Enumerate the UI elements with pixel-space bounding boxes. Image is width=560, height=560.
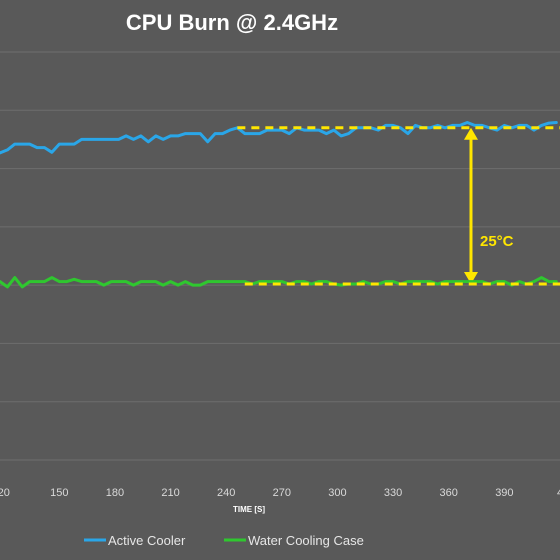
x-tick-label: 360 (440, 487, 458, 499)
x-tick-label: 20 (0, 487, 10, 499)
legend-label-active-cooler: Active Cooler (108, 533, 186, 548)
x-tick-label: 210 (161, 487, 179, 499)
gridlines (0, 51, 560, 461)
x-tick-label: 330 (384, 487, 402, 499)
x-tick-label: 300 (328, 487, 346, 499)
series-lines (0, 121, 560, 289)
x-axis-ticks: 20 150 180 210 240 270 300 330 360 390 4 (0, 487, 560, 499)
x-tick-label: 390 (495, 487, 513, 499)
series-line-water-cooling-case (0, 276, 558, 289)
arrow-head-up (463, 127, 478, 140)
x-tick-label: 150 (50, 487, 68, 499)
legend: Active Cooler Water Cooling Case (84, 533, 364, 548)
x-tick-label: 270 (273, 487, 291, 499)
x-tick-label: 4 (557, 487, 560, 499)
legend-label-water-cooling-case: Water Cooling Case (248, 533, 364, 548)
x-tick-label: 180 (106, 487, 124, 499)
annotation-lines (463, 127, 478, 284)
series-line-active-cooler (0, 121, 558, 155)
x-axis-title: TIME [S] (233, 505, 265, 514)
chart-title: CPU Burn @ 2.4GHz (126, 10, 338, 35)
arrow-head-down (463, 271, 478, 284)
x-tick-label: 240 (217, 487, 235, 499)
temperature-difference-label: 25°C (480, 233, 514, 250)
